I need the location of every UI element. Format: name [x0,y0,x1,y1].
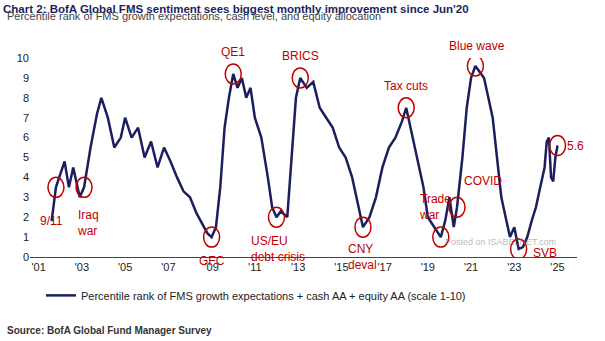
svg-text:Tradewar: Tradewar [419,192,451,222]
svg-text:Tax cuts: Tax cuts [384,79,428,93]
svg-text:'09: '09 [204,261,218,273]
svg-text:9/11: 9/11 [40,214,63,228]
svg-text:5.6: 5.6 [567,139,584,153]
svg-text:2: 2 [23,211,29,223]
svg-text:'05: '05 [118,261,132,273]
svg-text:BRICS: BRICS [282,49,319,63]
svg-text:3: 3 [23,191,29,203]
svg-text:4: 4 [23,171,29,183]
svg-text:US/EUdebt crisis: US/EUdebt crisis [251,234,305,264]
svg-text:COVID: COVID [464,174,502,188]
svg-text:'17: '17 [377,261,391,273]
svg-text:'01: '01 [31,261,45,273]
svg-text:'25: '25 [550,261,564,273]
svg-text:'11: '11 [248,261,262,273]
svg-text:QE1: QE1 [221,45,245,59]
svg-text:GFC: GFC [199,254,225,268]
svg-text:Percentile rank of FMS growth: Percentile rank of FMS growth expectatio… [7,10,381,22]
svg-text:8: 8 [23,92,29,104]
svg-text:SVB: SVB [533,246,557,260]
svg-text:CNYdeval: CNYdeval [348,242,377,272]
svg-text:'15: '15 [334,261,348,273]
svg-text:'21: '21 [464,261,478,273]
svg-text:10: 10 [17,52,29,64]
svg-text:'13: '13 [291,261,305,273]
svg-text:Blue wave: Blue wave [449,39,505,53]
svg-text:'03: '03 [75,261,89,273]
svg-text:Source: BofA Global Fund Manag: Source: BofA Global Fund Manager Survey [7,325,212,336]
svg-text:Chart 2: BofA Global FMS senti: Chart 2: BofA Global FMS sentiment sees … [3,3,469,15]
svg-text:Posted on ISABELNET.com: Posted on ISABELNET.com [445,237,556,247]
svg-text:6: 6 [23,131,29,143]
svg-text:0: 0 [23,251,29,263]
svg-text:5: 5 [23,151,29,163]
svg-text:Iraqwar: Iraqwar [77,208,99,238]
svg-text:'19: '19 [421,261,435,273]
svg-text:9: 9 [23,72,29,84]
svg-text:Percentile rank of FMS growth: Percentile rank of FMS growth expectatio… [81,290,466,302]
svg-text:7: 7 [23,112,29,124]
svg-text:'07: '07 [161,261,175,273]
svg-text:'23: '23 [507,261,521,273]
svg-text:1: 1 [23,231,29,243]
